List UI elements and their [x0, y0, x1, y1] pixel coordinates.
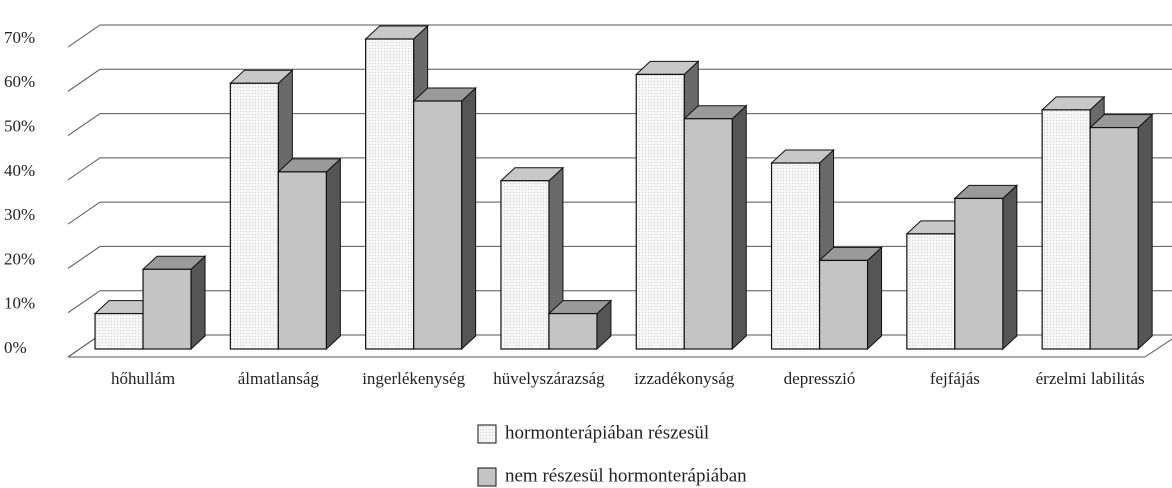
bar — [547, 299, 613, 351]
bar-face — [818, 259, 869, 350]
bar — [1088, 113, 1154, 351]
bar-face — [1137, 113, 1153, 351]
bar-face — [954, 197, 1004, 350]
bar-face — [461, 86, 477, 351]
y-tick-label: 10% — [4, 294, 35, 313]
bar-face — [1002, 184, 1018, 351]
bar-face — [325, 157, 341, 351]
legend-swatch — [477, 467, 497, 487]
bar — [412, 86, 477, 351]
legend-label: hormonterápiában részesül — [505, 422, 709, 443]
x-tick-label: izzadékonyság — [634, 369, 735, 388]
bar-face — [1041, 109, 1091, 350]
bar-face — [1089, 126, 1139, 350]
bar — [682, 104, 748, 351]
bar-face — [770, 162, 821, 350]
axis-line — [1144, 338, 1172, 358]
bar — [818, 246, 883, 351]
bar-face — [142, 268, 192, 350]
x-tick-label: hüvelyszárazság — [493, 369, 605, 388]
bar — [277, 157, 342, 351]
x-tick-label: hőhullám — [111, 369, 175, 388]
bar-face — [548, 312, 598, 350]
legend-swatch — [477, 424, 497, 444]
y-tick-label: 70% — [4, 28, 35, 47]
bar-face — [906, 233, 956, 350]
bar-face — [500, 180, 550, 350]
bar — [141, 255, 207, 351]
x-tick-label: depresszió — [784, 369, 856, 388]
bar-face — [277, 171, 327, 350]
grid-line — [67, 24, 1172, 48]
y-tick-label: 40% — [4, 161, 35, 180]
y-tick-label: 0% — [4, 338, 27, 357]
bar — [953, 184, 1019, 351]
x-tick-label: álmatlanság — [238, 369, 320, 388]
grid-line — [67, 68, 1172, 92]
bar-face — [867, 246, 883, 351]
bar-face — [413, 100, 463, 350]
x-tick-label: ingerlékenység — [362, 369, 465, 388]
bar-face — [683, 118, 733, 350]
bar-face — [635, 73, 685, 350]
bar-face — [190, 255, 206, 351]
legend-label: nem részesül hormonterápiában — [505, 465, 747, 486]
bar-face — [365, 38, 415, 350]
bar-face — [731, 104, 747, 351]
bar-face — [229, 82, 279, 350]
x-tick-label: érzelmi labilitás — [1036, 369, 1145, 388]
bar-face — [94, 312, 144, 350]
y-tick-label: 60% — [4, 72, 35, 91]
y-tick-label: 50% — [4, 116, 35, 135]
y-tick-label: 30% — [4, 205, 35, 224]
x-tick-label: fejfájás — [930, 369, 980, 388]
y-tick-label: 20% — [4, 249, 35, 268]
grid-line — [67, 113, 1172, 136]
